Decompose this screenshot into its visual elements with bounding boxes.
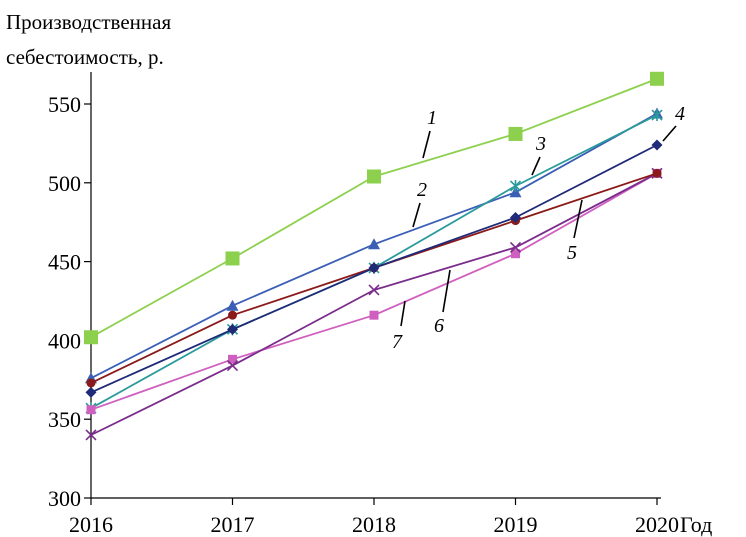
data-point-marker (369, 310, 379, 320)
y-tick-label: 350 (48, 407, 81, 432)
data-point-marker (368, 284, 380, 296)
series-callout-leader (573, 199, 583, 239)
y-tick-label: 550 (48, 92, 81, 117)
y-tick-label: 500 (48, 171, 81, 196)
series-callout-leader (442, 269, 451, 313)
series-line (90, 172, 658, 436)
series-callout-leader (412, 202, 421, 228)
series-6 (85, 167, 663, 441)
data-point-marker (86, 405, 96, 415)
x-tick-label: 2019 (494, 512, 538, 537)
data-point-marker (509, 241, 522, 253)
data-point-marker (226, 360, 239, 372)
series-callout-label: 1 (427, 107, 437, 129)
series-callout-label: 3 (535, 133, 546, 155)
data-point-marker (510, 211, 521, 223)
series-callout-label: 2 (417, 179, 427, 201)
series-line (90, 172, 658, 411)
data-point-marker (651, 139, 663, 151)
data-point-marker (652, 168, 662, 178)
series-1 (84, 71, 664, 345)
y-tick-label: 300 (48, 486, 81, 511)
series-callout-leader (531, 156, 541, 176)
data-point-marker (86, 378, 96, 388)
data-point-marker (511, 249, 520, 259)
series-callout-label: 5 (567, 242, 577, 264)
series-callout-label: 4 (675, 103, 685, 125)
series-callout-leader (400, 300, 406, 327)
data-point-marker (367, 169, 381, 184)
data-point-marker (368, 262, 380, 274)
data-point-marker (226, 299, 239, 311)
series-line (90, 77, 658, 338)
data-point-marker (228, 310, 237, 320)
series-callout-label: 7 (392, 331, 403, 353)
data-point-marker (225, 251, 240, 266)
y-tick-label: 400 (48, 328, 81, 353)
x-axis-title: Год (680, 512, 712, 537)
series-callout-label: 6 (434, 315, 444, 337)
y-axis-title-line-1: Производственная (6, 10, 171, 34)
series-5 (86, 168, 662, 388)
x-tick-label: 2017 (211, 512, 255, 537)
data-point-marker (368, 238, 380, 250)
data-point-marker (84, 330, 98, 345)
data-point-marker (509, 179, 522, 192)
series-4 (85, 139, 663, 398)
data-point-marker (85, 429, 97, 441)
y-axis-title-line-2: себестоимость, р. (6, 45, 164, 69)
data-point-marker (85, 386, 97, 398)
data-point-marker (228, 354, 237, 364)
series-callout-leader (662, 125, 677, 142)
data-point-marker (650, 71, 664, 86)
x-tick-label: 2020 (635, 512, 679, 537)
data-point-marker (227, 323, 238, 335)
series-callout-leader (422, 130, 431, 159)
x-tick-label: 2018 (352, 512, 396, 537)
data-point-marker (508, 126, 523, 141)
data-point-marker (651, 109, 663, 122)
y-tick-label: 450 (48, 250, 81, 275)
x-tick-label: 2016 (69, 512, 113, 537)
series-line (90, 172, 658, 384)
